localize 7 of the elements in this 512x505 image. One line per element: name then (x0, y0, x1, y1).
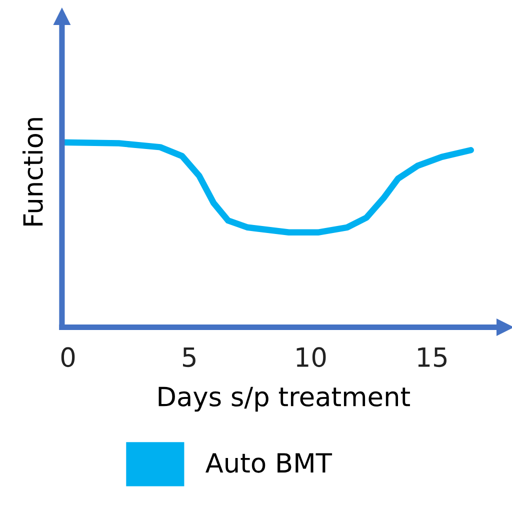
x-tick-label: 15 (418, 347, 447, 368)
x-tick-label: 0 (61, 347, 75, 368)
y-axis-title: Function (22, 118, 43, 226)
x-axis-title: Days s/p treatment (158, 386, 410, 412)
x-tick-label: 10 (296, 347, 326, 368)
legend-label: Auto BMT (206, 453, 332, 473)
x-tick-label: 5 (183, 347, 196, 368)
